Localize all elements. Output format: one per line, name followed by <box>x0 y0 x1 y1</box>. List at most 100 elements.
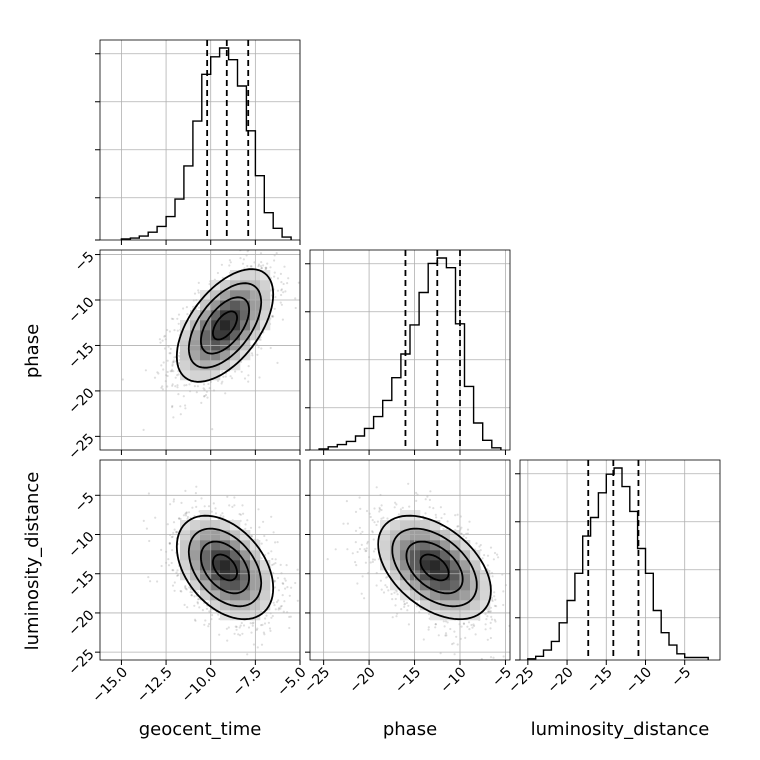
scatter-point <box>195 505 198 508</box>
scatter-point <box>206 396 209 399</box>
scatter-point <box>395 503 398 506</box>
scatter-point <box>345 500 348 503</box>
xlabel-luminosity-distance: luminosity_distance <box>531 719 710 740</box>
scatter-point <box>172 317 175 321</box>
scatter-point <box>203 395 206 398</box>
scatter-point <box>219 514 222 517</box>
scatter-point <box>375 523 378 527</box>
scatter-point <box>182 307 185 310</box>
scatter-point <box>193 385 196 388</box>
scatter-point <box>294 297 297 300</box>
x-tick-label: −10 <box>623 664 655 696</box>
scatter-point <box>177 373 180 376</box>
scatter-point <box>229 375 232 378</box>
scatter-point <box>415 499 418 502</box>
scatter-point <box>468 520 471 523</box>
scatter-point <box>277 589 280 592</box>
density-cell <box>220 350 231 361</box>
scatter-point <box>391 598 394 601</box>
density-cell <box>190 370 201 381</box>
scatter-point <box>530 598 532 600</box>
scatter-point <box>264 266 267 269</box>
scatter-point <box>464 664 466 666</box>
scatter-point <box>288 615 291 619</box>
scatter-point <box>244 527 247 530</box>
scatter-point <box>238 513 241 516</box>
scatter-point <box>172 370 175 373</box>
density-cell <box>220 540 231 551</box>
scatter-point <box>401 506 404 509</box>
scatter-point <box>190 594 193 597</box>
scatter-point <box>502 603 505 607</box>
scatter-point <box>494 620 497 623</box>
scatter-point <box>237 633 240 636</box>
scatter-point <box>378 508 381 511</box>
density-cell <box>180 540 191 551</box>
scatter-point <box>276 277 280 280</box>
density-cell <box>460 610 471 621</box>
scatter-point <box>276 541 279 544</box>
scatter-point <box>511 593 513 595</box>
scatter-point <box>429 490 432 493</box>
scatter-point <box>279 301 282 304</box>
scatter-point <box>243 267 246 270</box>
scatter-point <box>493 595 496 598</box>
density-cell <box>190 330 201 341</box>
scatter-point <box>270 550 273 553</box>
scatter-point <box>196 591 199 594</box>
scatter-point <box>228 264 231 267</box>
scatter-point <box>489 627 492 630</box>
scatter-point <box>171 535 174 538</box>
scatter-point <box>379 579 382 582</box>
contour-level <box>199 296 251 355</box>
scatter-point <box>214 507 217 510</box>
scatter-point <box>194 499 197 503</box>
scatter-point <box>273 259 276 262</box>
scatter-point <box>277 599 280 602</box>
scatter-point <box>491 575 494 578</box>
scatter-point <box>175 530 178 534</box>
scatter-point <box>402 600 406 603</box>
scatter-point <box>179 413 182 416</box>
scatter-point <box>446 520 449 523</box>
scatter-point <box>286 282 289 285</box>
density-cell <box>190 580 201 591</box>
scatter-point <box>160 548 163 552</box>
scatter-point <box>393 591 396 594</box>
scatter-point <box>176 386 179 389</box>
density-cell <box>210 350 221 361</box>
scatter-point <box>284 587 287 590</box>
scatter-point <box>180 590 183 593</box>
density-cell <box>480 600 491 611</box>
scatter-point <box>473 624 476 628</box>
scatter-point <box>422 638 425 641</box>
scatter-point <box>230 377 234 380</box>
scatter-point <box>240 621 243 625</box>
labels-layer: geocent_time phase luminosity_distance p… <box>22 324 709 740</box>
scatter-point <box>242 258 245 261</box>
scatter-point <box>168 542 171 545</box>
scatter-point <box>193 595 196 598</box>
scatter-point <box>439 506 442 509</box>
scatter-point <box>484 613 487 616</box>
scatter-point <box>212 502 215 505</box>
scatter-point <box>363 597 366 600</box>
scatter-point <box>220 263 223 266</box>
panel-frame <box>309 249 511 451</box>
scatter-point <box>259 245 261 247</box>
scatter-point <box>220 382 223 385</box>
scatter-point <box>173 528 176 531</box>
contour-level <box>377 514 492 621</box>
scatter-point <box>493 591 496 594</box>
scatter-point <box>186 606 189 609</box>
scatter-point <box>160 386 163 389</box>
scatter-point <box>415 605 418 608</box>
x-tick-label: −15 <box>584 664 616 696</box>
density-cell <box>230 300 241 311</box>
density-cell <box>240 610 251 621</box>
scatter-point <box>394 501 397 504</box>
scatter-point <box>191 591 194 594</box>
scatter-point <box>156 580 159 583</box>
scatter-point <box>246 519 249 522</box>
contours-geocent_time-phase <box>175 268 275 383</box>
